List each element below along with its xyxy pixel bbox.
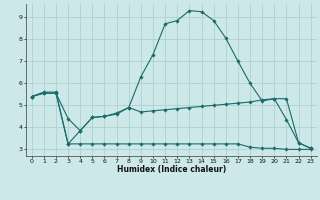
X-axis label: Humidex (Indice chaleur): Humidex (Indice chaleur) bbox=[116, 165, 226, 174]
